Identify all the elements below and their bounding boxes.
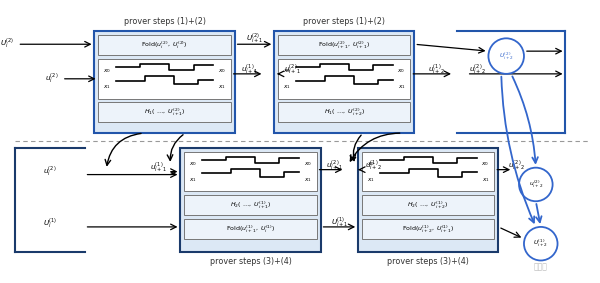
Text: 星想法: 星想法 bbox=[534, 262, 548, 271]
FancyBboxPatch shape bbox=[94, 31, 235, 133]
Text: $U_{i+1}^{(1)}$: $U_{i+1}^{(1)}$ bbox=[331, 216, 348, 230]
Text: $\mathrm{Fold}(u_{i+1}^{(1)},\ U_i^{(1)})$: $\mathrm{Fold}(u_{i+1}^{(1)},\ U_i^{(1)}… bbox=[226, 223, 275, 235]
Text: $x_0$: $x_0$ bbox=[397, 67, 406, 75]
FancyBboxPatch shape bbox=[278, 59, 410, 98]
Text: $u_{i+1}^{(2)}$: $u_{i+1}^{(2)}$ bbox=[326, 158, 343, 173]
Text: $U_{i+2}^{(2)}$: $U_{i+2}^{(2)}$ bbox=[499, 50, 514, 62]
Text: $x_1$: $x_1$ bbox=[189, 176, 197, 184]
Text: prover steps (3)+(4): prover steps (3)+(4) bbox=[387, 257, 469, 266]
Text: $u_{i+1}^{(1)}$: $u_{i+1}^{(1)}$ bbox=[241, 63, 258, 77]
FancyBboxPatch shape bbox=[274, 31, 415, 133]
Text: $x_0$: $x_0$ bbox=[367, 160, 375, 168]
Text: $x_0$: $x_0$ bbox=[481, 160, 490, 168]
Text: $x_1$: $x_1$ bbox=[304, 176, 311, 184]
FancyBboxPatch shape bbox=[362, 219, 494, 239]
Text: $u_{i+2}^{(2)}$: $u_{i+2}^{(2)}$ bbox=[529, 179, 543, 190]
FancyBboxPatch shape bbox=[278, 102, 410, 122]
Text: $x_0$: $x_0$ bbox=[283, 67, 291, 75]
Text: $U_{i+2}^{(1)}$: $U_{i+2}^{(1)}$ bbox=[533, 238, 548, 249]
Text: $x_1$: $x_1$ bbox=[482, 176, 490, 184]
Text: prover steps (1)+(2): prover steps (1)+(2) bbox=[303, 17, 385, 26]
Text: $u_i^{(2)}$: $u_i^{(2)}$ bbox=[46, 72, 59, 86]
Text: $x_0$: $x_0$ bbox=[189, 160, 197, 168]
Text: $u_{i+2}^{(2)}$: $u_{i+2}^{(2)}$ bbox=[508, 158, 525, 173]
Text: $x_0$: $x_0$ bbox=[304, 160, 311, 168]
Text: $u_{i+2}^{(2)}$: $u_{i+2}^{(2)}$ bbox=[469, 63, 485, 77]
Text: $u_{i+1}^{(1)}$: $u_{i+1}^{(1)}$ bbox=[149, 160, 167, 175]
Text: $u_{i+1}^{(2)}$: $u_{i+1}^{(2)}$ bbox=[284, 63, 301, 77]
Text: prover steps (3)+(4): prover steps (3)+(4) bbox=[209, 257, 292, 266]
Text: $x_1$: $x_1$ bbox=[398, 83, 406, 91]
Text: $x_0$: $x_0$ bbox=[103, 67, 112, 75]
FancyBboxPatch shape bbox=[184, 152, 317, 191]
Text: $u_i^{(2)}$: $u_i^{(2)}$ bbox=[43, 164, 57, 179]
Text: $H_1(\ \ldots,\ U_{i+1}^{(2)})$: $H_1(\ \ldots,\ U_{i+1}^{(2)})$ bbox=[144, 107, 185, 118]
Text: $\mathrm{Fold}(u_{i+1}^{(2)},\ U_{i+1}^{(2)})$: $\mathrm{Fold}(u_{i+1}^{(2)},\ U_{i+1}^{… bbox=[318, 40, 370, 51]
FancyBboxPatch shape bbox=[358, 148, 498, 252]
Text: $u_{i+2}^{(1)}$: $u_{i+2}^{(1)}$ bbox=[365, 158, 382, 173]
Text: $x_1$: $x_1$ bbox=[103, 83, 111, 91]
Text: $H_2(\ \ldots,\ U_{i+2}^{(1)})$: $H_2(\ \ldots,\ U_{i+2}^{(1)})$ bbox=[407, 200, 449, 211]
FancyBboxPatch shape bbox=[184, 195, 317, 215]
FancyBboxPatch shape bbox=[184, 219, 317, 239]
Text: $U_{i+1}^{(2)}$: $U_{i+1}^{(2)}$ bbox=[245, 32, 263, 46]
FancyBboxPatch shape bbox=[98, 102, 231, 122]
FancyBboxPatch shape bbox=[278, 35, 410, 55]
Text: $H_2(\ \ldots,\ U_{i+1}^{(1)})$: $H_2(\ \ldots,\ U_{i+1}^{(1)})$ bbox=[230, 200, 271, 211]
Text: $\mathrm{Fold}(u_i^{(2)},\ U_i^{(2)})$: $\mathrm{Fold}(u_i^{(2)},\ U_i^{(2)})$ bbox=[142, 40, 188, 51]
FancyBboxPatch shape bbox=[362, 195, 494, 215]
Text: $x_0$: $x_0$ bbox=[218, 67, 226, 75]
FancyBboxPatch shape bbox=[98, 35, 231, 55]
Text: prover steps (1)+(2): prover steps (1)+(2) bbox=[124, 17, 206, 26]
Text: $x_1$: $x_1$ bbox=[283, 83, 291, 91]
FancyBboxPatch shape bbox=[181, 148, 320, 252]
FancyBboxPatch shape bbox=[98, 59, 231, 98]
Text: $x_1$: $x_1$ bbox=[218, 83, 226, 91]
Text: $U_i^{(1)}$: $U_i^{(1)}$ bbox=[43, 217, 57, 231]
Text: $U_i^{(2)}$: $U_i^{(2)}$ bbox=[0, 37, 14, 52]
Text: $\mathrm{Fold}(u_{i+2}^{(1)},\ U_{i+1}^{(1)})$: $\mathrm{Fold}(u_{i+2}^{(1)},\ U_{i+1}^{… bbox=[402, 223, 454, 235]
Text: $H_1(\ \ldots,\ U_{i+2}^{(2)})$: $H_1(\ \ldots,\ U_{i+2}^{(2)})$ bbox=[323, 107, 365, 118]
FancyBboxPatch shape bbox=[362, 152, 494, 191]
Text: $u_{i+2}^{(1)}$: $u_{i+2}^{(1)}$ bbox=[428, 63, 445, 77]
Text: $x_1$: $x_1$ bbox=[367, 176, 375, 184]
